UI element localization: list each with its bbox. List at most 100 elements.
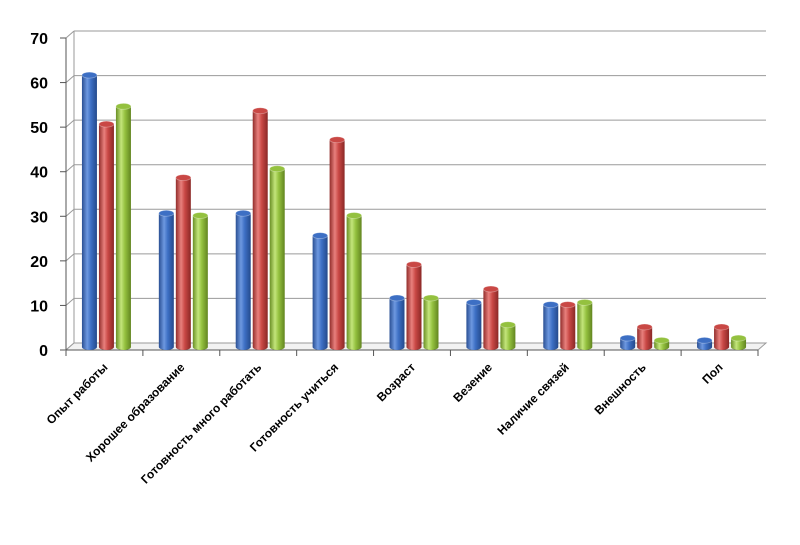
bar [713,323,730,350]
bar [175,174,192,350]
y-tick-label: 20 [30,254,48,271]
bar-top [576,299,593,306]
bars [81,71,747,351]
bar [269,165,286,350]
bar-top [329,136,346,144]
x-tick-label: Возраст [374,360,418,404]
y-tick-label: 40 [30,165,48,182]
bar-top [389,294,405,302]
bar [542,301,559,350]
bar-top [653,336,670,344]
bar-body [637,326,653,350]
bar [81,71,98,350]
bar [619,334,636,350]
gridline-stub [65,164,75,173]
bar-body [115,106,131,350]
bar-body [175,177,191,350]
bar-body [312,235,328,350]
bar-body [235,213,251,350]
bar-top [192,212,209,219]
bar-top [696,336,713,344]
bar [653,336,670,350]
bar [696,336,713,350]
bar-top [158,209,175,217]
y-tick-label: 50 [30,120,48,137]
bar [98,120,115,351]
bar [312,232,329,350]
bar [576,299,593,350]
bar [559,301,576,350]
y-tick-labels: 0 10 20 30 40 50 60 70 [30,31,48,360]
bar-body [158,213,174,350]
bar [423,294,439,350]
bar [346,212,363,350]
bar-top [252,107,269,115]
x-tick-label: Наличие связей [495,360,572,437]
bar-top [619,334,636,342]
y-tick-label: 10 [30,298,48,315]
bar-top [559,301,576,309]
bar [389,294,405,350]
bar-body [714,326,730,350]
x-tick-label: Готовность учиться [247,360,341,454]
bar-body [577,302,593,350]
bar-top [542,301,559,309]
bar [482,285,499,350]
bar [499,321,516,351]
x-tick-label: Готовность много работать [138,360,264,486]
y-tick-label: 70 [30,31,48,48]
gridline-stub [65,30,75,39]
x-tick-label: Пол [699,360,725,386]
bar-body [560,304,576,350]
x-tick-label: Внешность [592,360,649,417]
bar [235,209,252,350]
bar-top [730,334,747,342]
y-tick-label: 0 [39,343,48,360]
bar-body [252,110,268,351]
bar-top [482,285,499,293]
bar-top [465,299,482,306]
gridline-stub [65,208,75,217]
bar-body [500,324,516,351]
bar [406,261,422,350]
bar-top [713,323,730,331]
bar-body [192,215,208,350]
bar-body [81,75,97,350]
x-tick-label: Везение [450,360,495,405]
bar [192,212,209,350]
y-tick-label: 30 [30,209,48,226]
bar-top [235,209,252,217]
bar-top [81,71,98,79]
bar-body [329,139,345,350]
bar [115,102,132,350]
bar-top [175,174,192,182]
bar-top [423,294,439,302]
bar [636,323,653,350]
bar-body [346,215,362,350]
bar-body [620,338,636,350]
bar-body [406,264,422,350]
bar-body [98,124,114,351]
bar-top [115,102,132,110]
bar-body [543,304,559,350]
bar-top [269,165,286,173]
bar-body [423,297,439,350]
bar-top [636,323,653,331]
bar [465,299,482,350]
gridline-stub [65,253,75,262]
bar-body [269,168,285,350]
bar-body [466,302,482,350]
bar [158,209,175,350]
bar [329,136,346,350]
bar-body [483,289,499,350]
bar [730,334,747,350]
bar-top [98,120,115,128]
gridline-stub [65,119,75,128]
gridline-stub [65,75,75,83]
bar-top [312,232,329,239]
y-tick-label: 60 [30,76,48,93]
bar-body [731,338,747,350]
bar-top [406,261,422,268]
